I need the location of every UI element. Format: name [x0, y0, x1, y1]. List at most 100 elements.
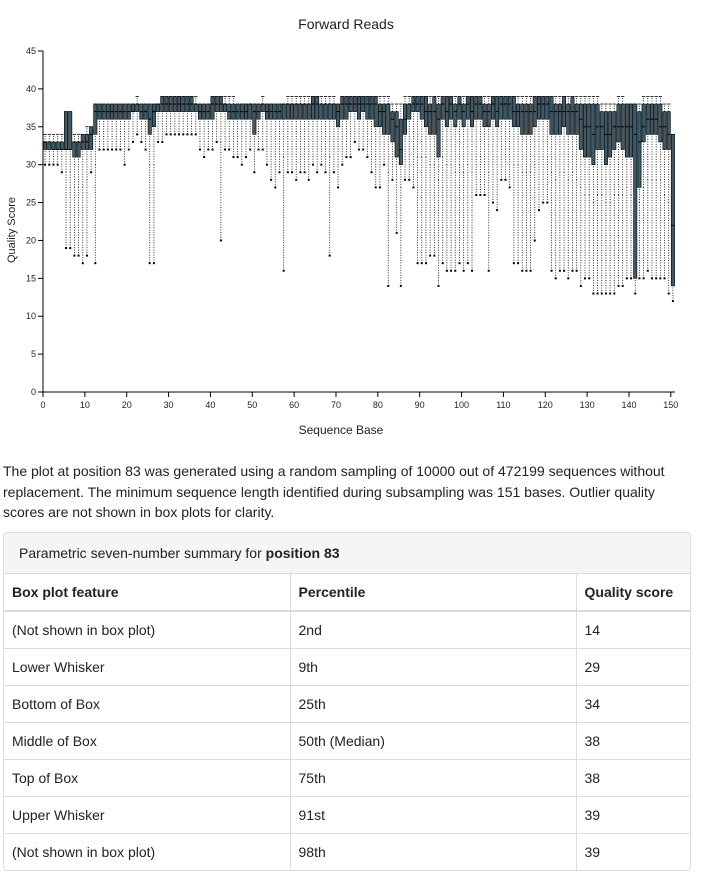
- x-tick-label: 150: [663, 400, 678, 410]
- box: [666, 111, 671, 150]
- box: [449, 96, 454, 120]
- box: [285, 103, 290, 120]
- box: [260, 103, 265, 112]
- percentile-2-marker: [69, 247, 72, 250]
- row-quality-score: 38: [575, 722, 690, 760]
- table-row: Bottom of Box 25th 34: [4, 685, 690, 723]
- percentile-2-marker: [399, 284, 402, 287]
- table-row: Lower Whisker 9th 29: [4, 648, 690, 686]
- box: [465, 96, 470, 120]
- box: [432, 96, 437, 135]
- box: [390, 111, 395, 143]
- box: [64, 111, 68, 150]
- box: [59, 141, 64, 150]
- column-header-feature: Box plot feature: [4, 574, 290, 612]
- box: [474, 96, 479, 120]
- box: [294, 103, 299, 120]
- percentile-2-marker: [475, 193, 478, 196]
- y-tick-label: 45: [26, 46, 36, 56]
- box: [394, 111, 399, 158]
- box: [545, 96, 550, 120]
- percentile-2-marker: [533, 239, 536, 242]
- row-quality-score: 39: [575, 833, 690, 870]
- box: [43, 141, 48, 150]
- percentile-2-marker: [328, 254, 331, 257]
- box: [478, 96, 483, 120]
- percentile-2-marker: [445, 269, 448, 272]
- quality-boxplot-chart: Forward Reads Sequence Base Quality Scor…: [6, 16, 678, 437]
- percentile-2-marker: [466, 262, 469, 265]
- table-row: (Not shown in box plot) 2nd 14: [4, 611, 690, 649]
- row-percentile: 9th: [289, 648, 576, 686]
- percentile-2-marker: [261, 148, 264, 151]
- percentile-2-marker: [324, 171, 327, 174]
- percentile-2-marker: [299, 171, 302, 174]
- box: [507, 96, 512, 120]
- y-tick-label: 20: [26, 235, 36, 245]
- box: [386, 103, 391, 135]
- x-axis-label: Sequence Base: [299, 423, 384, 437]
- percentile-2-marker: [537, 209, 540, 212]
- percentile-2-marker: [387, 284, 390, 287]
- percentile-2-marker: [462, 269, 465, 272]
- percentile-2-marker: [190, 133, 193, 136]
- box: [641, 103, 646, 143]
- x-tick-label: 0: [40, 400, 45, 410]
- summary-panel: Parametric seven-number summary for posi…: [3, 532, 691, 871]
- percentile-2-marker: [625, 277, 628, 280]
- percentile-2-marker: [550, 269, 553, 272]
- percentile-2-marker: [504, 178, 507, 181]
- x-tick-label: 100: [454, 400, 469, 410]
- percentile-2-marker: [517, 262, 520, 265]
- percentile-2-marker: [358, 148, 360, 151]
- percentile-2-marker: [291, 171, 294, 174]
- percentile-2-marker: [270, 178, 273, 181]
- percentile-2-marker: [378, 186, 381, 189]
- percentile-2-marker: [408, 178, 411, 181]
- percentile-2-marker: [500, 178, 503, 181]
- box: [281, 103, 286, 120]
- box: [633, 103, 638, 279]
- percentile-2-marker: [487, 269, 490, 272]
- box: [365, 96, 370, 120]
- percentile-2-marker: [332, 171, 335, 174]
- percentile-2-marker: [211, 148, 214, 151]
- box: [151, 103, 156, 128]
- y-tick-label: 25: [26, 198, 36, 208]
- percentile-2-marker: [521, 269, 524, 272]
- x-tick-label: 10: [80, 400, 90, 410]
- row-percentile: 75th: [289, 759, 576, 797]
- table-row: Middle of Box 50th (Median) 38: [4, 722, 690, 760]
- x-tick-label: 120: [538, 400, 553, 410]
- percentile-2-marker: [395, 231, 398, 234]
- box: [319, 103, 324, 120]
- chart-title: Forward Reads: [298, 16, 394, 32]
- percentile-2-marker: [73, 254, 76, 257]
- row-feature: Upper Whisker: [4, 796, 290, 834]
- x-tick-label: 90: [415, 400, 425, 410]
- percentile-2-marker: [563, 269, 566, 272]
- box: [72, 141, 77, 158]
- percentile-2-marker: [249, 148, 252, 151]
- row-feature: Top of Box: [4, 759, 290, 797]
- box: [453, 103, 458, 128]
- box: [570, 96, 575, 135]
- box: [536, 96, 541, 120]
- percentile-2-marker: [592, 292, 595, 295]
- row-quality-score: 29: [575, 648, 690, 686]
- percentile-2-marker: [282, 269, 285, 272]
- percentile-2-marker: [655, 277, 658, 280]
- box: [398, 118, 403, 165]
- percentile-2-marker: [642, 277, 645, 280]
- percentile-2-marker: [424, 262, 427, 265]
- percentile-2-marker: [450, 269, 453, 272]
- box: [662, 111, 667, 150]
- percentile-2-marker: [198, 148, 201, 151]
- box: [340, 96, 345, 120]
- percentile-2-marker: [584, 277, 587, 280]
- box: [557, 103, 562, 135]
- percentile-2-marker: [90, 171, 93, 174]
- percentile-2-marker: [412, 186, 415, 189]
- x-tick-label: 80: [373, 400, 383, 410]
- percentile-2-marker: [617, 284, 620, 287]
